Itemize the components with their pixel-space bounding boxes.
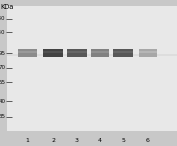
Bar	[67, 49, 87, 57]
Text: 1: 1	[25, 138, 29, 143]
Text: 3: 3	[75, 138, 79, 143]
Bar	[139, 51, 157, 53]
Text: 40: 40	[0, 99, 5, 104]
Text: KDa: KDa	[0, 4, 14, 10]
Text: 2: 2	[51, 138, 55, 143]
Text: 180: 180	[0, 16, 5, 21]
Bar	[7, 54, 177, 56]
Text: 70: 70	[0, 65, 5, 70]
Bar	[91, 49, 109, 57]
Text: 4: 4	[98, 138, 102, 143]
Text: 130: 130	[0, 30, 5, 35]
Text: 6: 6	[146, 138, 150, 143]
Bar	[43, 51, 63, 53]
Bar	[113, 51, 133, 53]
Bar	[139, 49, 157, 57]
Bar	[67, 51, 87, 53]
Bar	[18, 49, 37, 57]
Text: 95: 95	[0, 51, 5, 56]
Text: 35: 35	[0, 114, 5, 119]
Bar	[0, 0, 7, 146]
Bar	[7, 6, 177, 131]
Text: 5: 5	[121, 138, 125, 143]
Text: 55: 55	[0, 80, 5, 85]
Bar	[91, 51, 109, 53]
Bar	[43, 49, 63, 57]
Bar	[113, 49, 133, 57]
Bar	[18, 51, 37, 53]
